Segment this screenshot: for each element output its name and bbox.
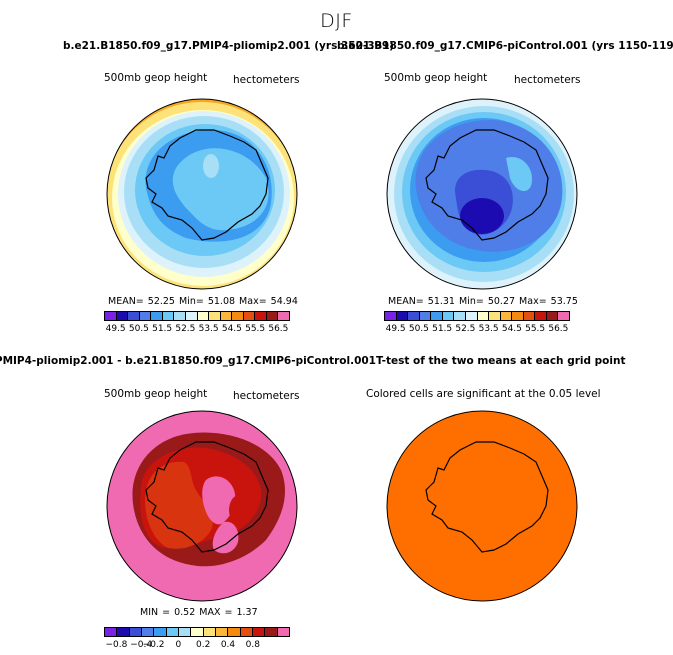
panel3-colorbar-swatch-6 [178, 628, 192, 636]
panel1-polar-map [106, 98, 298, 290]
panel2-colorbar-swatch-2 [408, 312, 420, 320]
panel1-colorbar-tick-label: 50.5 [128, 324, 149, 334]
panel3-colorbar-labels: −0.8 −0.4 −0.2 0 0.2 0.4 0.8 [104, 640, 290, 652]
panel2-colorbar-swatch-5 [442, 312, 455, 320]
panel3-right-label: hectometers [233, 390, 300, 402]
panel2-colorbar-tick-label: 49.5 [385, 324, 406, 334]
panel3-colorbar-swatch-13 [265, 628, 278, 636]
panel3-colorbar-swatch-9 [215, 628, 229, 636]
panel2-colorbar-swatch-14 [546, 312, 559, 320]
panel2-colorbar-tick-label: 53.5 [478, 324, 499, 334]
panel1-colorbar-swatch-13 [255, 312, 267, 320]
panel2-colorbar-swatch-13 [535, 312, 547, 320]
panel1-colorbar-swatch-15 [278, 312, 289, 320]
panel2-colorbar-swatch-0 [385, 312, 397, 320]
panel1-colorbar-swatch-14 [266, 312, 279, 320]
panel2-colorbar-labels: 49.5 50.5 51.5 52.5 53.5 54.5 55.5 56.5 [384, 324, 570, 336]
panel1-colorbar-tick-label: 55.5 [245, 324, 266, 334]
panel3-colorbar-tick-label: 0.8 [245, 640, 260, 650]
panel1-colorbar-tick-label: 53.5 [198, 324, 219, 334]
panel1-colorbar-swatch-4 [151, 312, 163, 320]
panel1-colorbar-swatch-7 [185, 312, 198, 320]
panel3-colorbar-tick-label: 0.2 [196, 640, 211, 650]
panel2-polar-map [386, 98, 578, 290]
panel3-stats: MIN = 0.52 MAX = 1.37 [140, 607, 258, 618]
panel2-case-title: b.e21.B1850.f09_g17.CMIP6-piControl.001 … [337, 40, 673, 52]
panel3-colorbar-tick-label: −0.8 [105, 640, 128, 650]
panel3-colorbar-tick-label: 0.4 [220, 640, 236, 650]
panel2-colorbar-tick-label: 51.5 [432, 324, 453, 334]
panel1-colorbar-tick-label: 56.5 [268, 324, 289, 334]
panel3-colorbar-tick-label: 0 [175, 640, 182, 650]
panel2-stats: MEAN= 51.31 Min= 50.27 Max= 53.75 [388, 296, 578, 307]
panel1-colorbar-labels: 49.5 50.5 51.5 52.5 53.5 54.5 55.5 56.5 [104, 324, 290, 336]
panel3-colorbar-swatch-2 [129, 628, 142, 636]
panel1-colorbar-swatch-9 [209, 312, 221, 320]
panel2-colorbar-swatch-11 [512, 312, 524, 320]
panel2-colorbar-swatch-10 [500, 312, 513, 320]
panel1-colorbar-tick-label: 52.5 [175, 324, 196, 334]
panel2-colorbar-swatch-12 [523, 312, 536, 320]
main-title: DJF [320, 10, 353, 32]
panel3-colorbar-swatch-14 [277, 628, 289, 636]
panel2-colorbar-tick-label: 55.5 [525, 324, 546, 334]
panel2-colorbar-tick-label: 56.5 [548, 324, 569, 334]
panel3-colorbar-swatch-8 [203, 628, 216, 636]
panel2-colorbar-tick-label: 54.5 [501, 324, 522, 334]
panel1-colorbar-swatch-10 [220, 312, 233, 320]
panel1-colorbar-swatch-3 [139, 312, 152, 320]
panel3-colorbar-swatch-1 [117, 628, 130, 636]
panel3-colorbar-swatch-3 [141, 628, 155, 636]
panel1-colorbar-swatch-0 [105, 312, 117, 320]
panel1-case-title: b.e21.B1850.f09_g17.PMIP4-pliomip2.001 (… [63, 40, 394, 52]
panel2-right-label: hectometers [514, 74, 581, 86]
panel1-colorbar-swatch-2 [128, 312, 140, 320]
panel3-case-title: b.e21.B1850.f09_g17.PMIP4-pliomip2.001 -… [0, 355, 376, 367]
panel3-colorbar-swatch-12 [252, 628, 266, 636]
panel3-left-label: 500mb geop height [104, 388, 208, 400]
panel1-stats: MEAN= 52.25 Min= 51.08 Max= 54.94 [108, 296, 298, 307]
panel2-left-label: 500mb geop height [384, 72, 488, 84]
panel2-colorbar [384, 311, 570, 321]
panel1-colorbar-tick-label: 54.5 [221, 324, 242, 334]
panel4-polar-map [386, 410, 578, 602]
panel1-right-label: hectometers [233, 74, 300, 86]
panel4-label: Colored cells are significant at the 0.0… [366, 388, 601, 400]
panel4-case-title: T-test of the two means at each grid poi… [376, 355, 626, 367]
panel1-colorbar-swatch-8 [197, 312, 210, 320]
panel2-colorbar-swatch-1 [396, 312, 409, 320]
panel3-colorbar-swatch-7 [191, 628, 204, 636]
panel2-colorbar-swatch-9 [489, 312, 501, 320]
panel1-colorbar-tick-label: 49.5 [105, 324, 126, 334]
panel1-colorbar-swatch-11 [232, 312, 244, 320]
panel2-colorbar-swatch-15 [558, 312, 569, 320]
panel2-colorbar-swatch-7 [465, 312, 478, 320]
panel2-colorbar-swatch-8 [477, 312, 490, 320]
panel2-colorbar-tick-label: 52.5 [455, 324, 476, 334]
panel2-colorbar-swatch-3 [419, 312, 432, 320]
panel1-colorbar-swatch-1 [116, 312, 129, 320]
panel3-colorbar-swatch-10 [228, 628, 241, 636]
panel1-colorbar-swatch-5 [162, 312, 175, 320]
panel2-colorbar-swatch-4 [431, 312, 443, 320]
panel1-colorbar-tick-label: 51.5 [152, 324, 173, 334]
panel2-colorbar-tick-label: 50.5 [408, 324, 429, 334]
panel3-colorbar-swatch-0 [105, 628, 118, 636]
panel3-colorbar-swatch-5 [166, 628, 179, 636]
panel3-colorbar-tick-label: −0.4 [130, 640, 153, 650]
panel1-colorbar-swatch-6 [174, 312, 186, 320]
panel3-colorbar [104, 627, 290, 637]
panel1-colorbar-swatch-12 [243, 312, 256, 320]
panel3-colorbar-tick-label: −0.2 [142, 640, 165, 650]
panel3-colorbar-swatch-4 [154, 628, 167, 636]
panel2-colorbar-swatch-6 [454, 312, 466, 320]
panel3-polar-map [106, 410, 298, 602]
panel1-colorbar [104, 311, 290, 321]
panel3-colorbar-swatch-11 [240, 628, 253, 636]
panel1-left-label: 500mb geop height [104, 72, 208, 84]
